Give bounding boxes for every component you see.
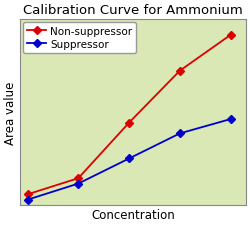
Non-suppressor: [26, 193, 29, 196]
Suppressor: [128, 158, 130, 160]
Y-axis label: Area value: Area value: [4, 81, 17, 144]
Line: Suppressor: Suppressor: [25, 117, 234, 202]
Suppressor: [229, 118, 232, 121]
Non-suppressor: [178, 70, 181, 73]
Title: Calibration Curve for Ammonium: Calibration Curve for Ammonium: [23, 4, 243, 17]
X-axis label: Concentration: Concentration: [91, 208, 175, 221]
Line: Non-suppressor: Non-suppressor: [25, 33, 234, 197]
Non-suppressor: [77, 177, 80, 180]
Non-suppressor: [128, 122, 130, 124]
Suppressor: [77, 182, 80, 185]
Suppressor: [26, 198, 29, 201]
Non-suppressor: [229, 34, 232, 37]
Suppressor: [178, 133, 181, 135]
Legend: Non-suppressor, Suppressor: Non-suppressor, Suppressor: [23, 23, 136, 54]
